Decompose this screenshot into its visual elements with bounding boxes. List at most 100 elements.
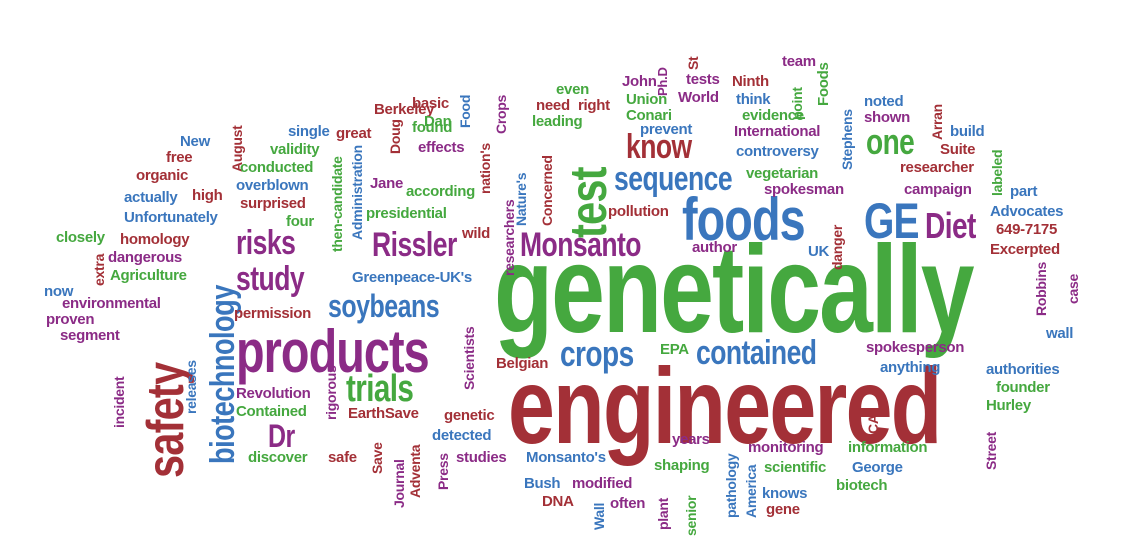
- word-basic: basic: [412, 95, 449, 112]
- word-high: high: [192, 187, 223, 204]
- word-often: often: [610, 495, 646, 512]
- word-foods: foods: [682, 186, 806, 253]
- word-conducted: conducted: [240, 159, 314, 176]
- word-biotech: biotech: [836, 477, 888, 494]
- word-extra: extra: [91, 253, 107, 286]
- word-incident: incident: [111, 376, 127, 428]
- word-George: George: [852, 459, 903, 476]
- word-GreenpeaceUKs: Greenpeace-UK's: [352, 269, 472, 286]
- word-case: case: [1065, 273, 1081, 304]
- word-Diet: Diet: [925, 205, 976, 246]
- word-Advocates: Advocates: [990, 203, 1064, 220]
- word-plant: plant: [655, 497, 671, 530]
- word-Scientists: Scientists: [461, 326, 477, 390]
- word-Suite: Suite: [940, 141, 976, 158]
- word-soybeans: soybeans: [328, 288, 440, 324]
- word-Stephens: Stephens: [839, 109, 855, 170]
- word-CA: CA: [865, 414, 881, 434]
- word-spokesman: spokesman: [764, 181, 844, 198]
- word-vegetarian: vegetarian: [746, 165, 819, 182]
- word-right: right: [578, 97, 610, 114]
- word-spokesperson: spokesperson: [866, 339, 965, 356]
- word-now: now: [44, 283, 74, 300]
- word-author: author: [692, 239, 737, 256]
- word-wall: wall: [1046, 325, 1074, 342]
- word-Contained: Contained: [236, 403, 307, 420]
- word-closely: closely: [56, 229, 105, 246]
- word-World: World: [678, 89, 719, 106]
- word-segment: segment: [60, 327, 120, 344]
- word-modified: modified: [572, 475, 633, 492]
- word-DNA: DNA: [542, 493, 574, 510]
- word-prevent: prevent: [640, 121, 693, 138]
- word-St: St: [685, 56, 701, 70]
- word-part: part: [1010, 183, 1038, 200]
- word-Press: Press: [435, 453, 451, 490]
- word-need: need: [536, 97, 570, 114]
- word-overblown: overblown: [236, 177, 309, 194]
- word-detected: detected: [432, 427, 492, 444]
- word-risks: risks: [236, 224, 296, 262]
- word-anything: anything: [880, 359, 941, 376]
- word-Monsanto: Monsanto: [520, 226, 642, 264]
- word-senior: senior: [683, 495, 699, 536]
- word-labeled: labeled: [989, 149, 1005, 196]
- word-shown: shown: [864, 109, 910, 126]
- word-GE: GE: [864, 193, 920, 249]
- word-International: International: [734, 123, 821, 140]
- word-engineered: engineered: [508, 345, 942, 466]
- word-campaign: campaign: [904, 181, 972, 198]
- word-four: four: [286, 213, 314, 230]
- word-build: build: [950, 123, 985, 140]
- word-Journal: Journal: [391, 459, 407, 508]
- word-team: team: [782, 53, 816, 70]
- word-permission: permission: [234, 305, 312, 322]
- word-Natures: Nature's: [513, 172, 529, 226]
- word-rigorous: rigorous: [323, 365, 339, 420]
- word-years: years: [672, 431, 710, 448]
- word-studies: studies: [456, 449, 507, 466]
- word-Food: Food: [457, 94, 473, 128]
- word-Foods: Foods: [815, 62, 832, 107]
- word-Agriculture: Agriculture: [110, 267, 187, 284]
- word-thencandidate: then-candidate: [329, 156, 345, 252]
- word-dangerous: dangerous: [108, 249, 182, 266]
- word-Dan: Dan: [424, 113, 452, 130]
- word-leading: leading: [532, 113, 583, 130]
- word-actually: actually: [124, 189, 178, 206]
- word-founder: founder: [996, 379, 1050, 396]
- word-phone: 649-7175: [996, 221, 1057, 238]
- word-tests: tests: [686, 71, 720, 88]
- word-safe: safe: [328, 449, 357, 466]
- word-according: according: [406, 183, 475, 200]
- word-genetically: genetically: [494, 221, 975, 359]
- word-knows: knows: [762, 485, 808, 502]
- word-one: one: [866, 121, 915, 162]
- word-Jane: Jane: [370, 175, 403, 192]
- word-Save: Save: [369, 442, 385, 474]
- word-Robbins: Robbins: [1033, 261, 1049, 316]
- word-contained: contained: [696, 334, 817, 372]
- word-think: think: [736, 91, 771, 108]
- word-monitoring: monitoring: [748, 439, 824, 456]
- word-UK: UK: [808, 243, 830, 260]
- word-Administration: Administration: [349, 145, 365, 240]
- word-shaping: shaping: [654, 457, 710, 474]
- word-pathology: pathology: [723, 453, 739, 518]
- word-Ninth: Ninth: [732, 73, 769, 90]
- word-Dr: Dr: [268, 418, 295, 454]
- word-New: New: [180, 133, 210, 150]
- word-scientific: scientific: [764, 459, 827, 476]
- word-Belgian: Belgian: [496, 355, 549, 372]
- word-sequence: sequence: [614, 160, 733, 198]
- word-Wall: Wall: [591, 502, 607, 530]
- word-study: study: [236, 260, 305, 298]
- word-validity: validity: [270, 141, 320, 158]
- word-Hurley: Hurley: [986, 397, 1031, 414]
- word-Bush: Bush: [524, 475, 561, 492]
- word-authorities: authorities: [986, 361, 1060, 378]
- word-pollution: pollution: [608, 203, 669, 220]
- word-Street: Street: [983, 431, 999, 470]
- word-nations: nation's: [477, 143, 493, 194]
